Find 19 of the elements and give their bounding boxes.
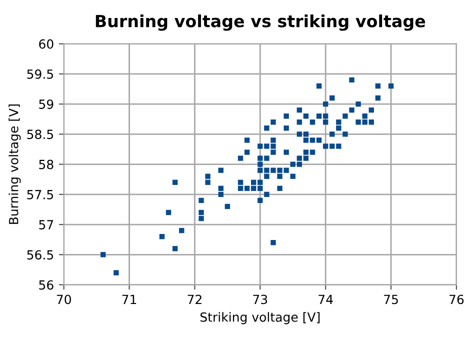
y-tick-label: 57 [39,220,54,230]
y-tick-label: 56.5 [27,250,54,260]
chart-title: Burning voltage vs striking voltage [96,14,426,31]
y-tick-label: 56 [39,280,54,290]
y-tick-label: 58 [39,160,54,170]
x-axis-title: Striking voltage [V] [200,312,320,324]
x-tick-label: 75 [384,294,398,304]
y-tick-label: 57.5 [27,190,54,200]
y-tick-label: 59.5 [27,69,54,79]
x-tick-label: 76 [450,294,464,304]
x-tick-label: 72 [188,294,202,304]
x-tick-label: 73 [253,294,268,304]
y-tick-label: 59 [39,100,54,109]
x-tick-label: 70 [56,294,71,304]
x-tick-label: 71 [122,294,136,304]
y-tick-label: 58.5 [27,130,54,140]
y-tick-label: 60 [39,39,54,49]
x-tick-label: 74 [318,294,333,304]
y-axis-title: Burning voltage [V] [8,104,21,224]
